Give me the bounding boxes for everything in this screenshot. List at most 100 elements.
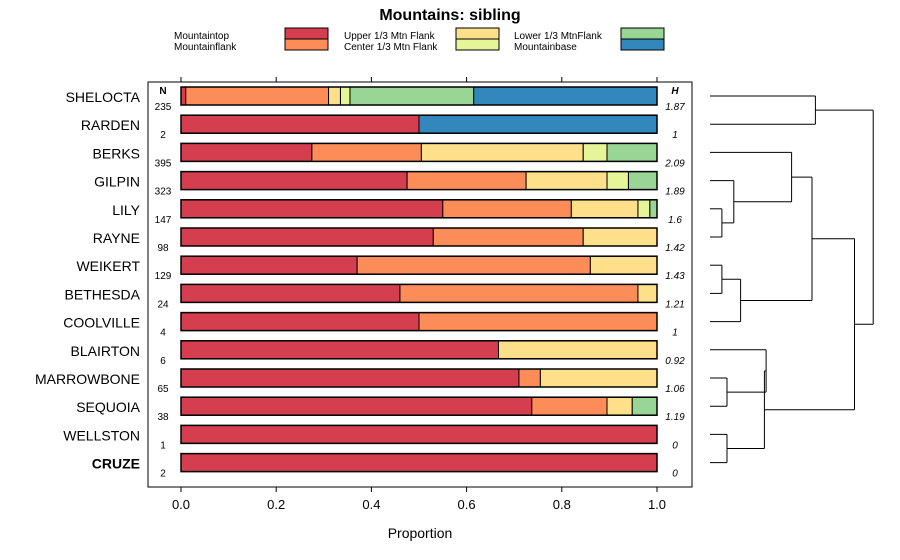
row-label: SEQUOIA [76,399,140,415]
row-h-value: 1.6 [668,215,682,226]
row-n-value: 129 [155,271,172,282]
row-label: GILPIN [94,174,140,190]
row-n-value: 24 [157,299,169,310]
bar-segment [473,86,658,106]
bar-outline [180,283,658,304]
bar-segment [606,171,629,191]
legend-label: Mountainbase [514,42,577,53]
chart-title: Mountains: sibling [379,7,520,24]
row-label: BETHESDA [65,286,141,302]
bar-rows: SHELOCTA 235 1.87 RARDEN 2 1 BERKS 395 2.09 GILPI… [35,86,685,480]
row-h-value: 1.06 [665,384,685,395]
legend-label: Center 1/3 Mtn Flank [344,42,438,53]
x-tick-label: 0.4 [362,497,380,512]
bar-segment [180,255,358,275]
row-n-value: 235 [155,102,172,113]
x-tick-label: 0.2 [267,497,285,512]
x-tick-label: 0.8 [553,497,571,512]
row-h-value: 1.19 [665,412,685,423]
row-n-value: 1 [160,440,166,451]
bar-segment [420,142,584,162]
row-h-value: 0.92 [665,356,685,367]
legend-swatch [284,27,329,40]
row-label: SHELOCTA [66,89,141,105]
bar-outline [180,452,658,473]
row-h-value: 2.09 [664,158,685,169]
bar-segment [311,142,422,162]
bar-segment [406,171,527,191]
bar-segment [432,227,584,247]
row-label: BERKS [93,145,140,161]
row-h-value: 0 [672,469,678,480]
bar-outline [180,114,658,134]
legend-label: Lower 1/3 MtnFlank [514,31,603,42]
dendrogram [710,95,874,464]
bar-outline [180,227,658,247]
row-label: RAYNE [93,230,140,246]
row-h-value: 0 [672,440,678,451]
row-label: WELLSTON [63,427,140,443]
row-label: WEIKERT [76,258,140,274]
legend-swatch [455,27,500,40]
bar-outline [180,368,658,388]
legend-swatch [284,38,329,51]
row-n-value: 323 [155,187,172,198]
bar-segment [180,312,420,332]
bar-segment [531,396,608,416]
bar-segment [185,86,330,106]
x-axis-label: Proportion [388,525,453,541]
bar-segment [180,453,658,473]
bar-segment [606,396,633,416]
x-tick-label: 1.0 [648,497,666,512]
row-h-value: 1.87 [665,102,685,113]
bar-segment [627,171,658,191]
bar-segment [589,255,658,275]
bar-segment [497,340,658,360]
row-n-value: 6 [160,356,166,367]
plot-frame [147,81,693,488]
legend-label: Mountaintop [174,31,229,42]
bar-segment [180,368,520,388]
bar-segment [180,340,499,360]
bar-outline [180,396,658,416]
row-label: LILY [112,202,140,218]
bar-segment [649,199,658,219]
bar-segment [180,171,408,191]
bar-outline [180,311,658,332]
row-h-value: 1.89 [665,187,685,198]
bar-segment [637,283,658,303]
row-n-value: 65 [157,384,169,395]
row-label: MARROWBONE [35,371,140,387]
row-label: COOLVILLE [63,315,140,331]
bar-outline [180,142,658,163]
row-n-value: 2 [160,130,166,141]
legend-swatch [620,27,665,40]
bar-outline [180,255,658,275]
row-n-value: 2 [160,469,166,480]
bar-segment [180,114,420,134]
bar-segment [631,396,658,416]
row-h-value: 1.43 [665,271,685,282]
bar-outline [180,340,658,360]
bar-segment [418,312,658,332]
bar-segment [418,114,658,134]
bar-segment [582,227,658,247]
row-n-value: 38 [157,412,169,423]
row-h-value: 1.21 [665,299,684,310]
row-label: RARDEN [81,117,140,133]
bar-segment [180,396,533,416]
n-column-header: N [159,86,166,97]
legend-swatch [455,38,500,51]
bar-segment [180,227,434,247]
bar-outline [180,424,658,445]
row-label: BLAIRTON [70,343,140,359]
legend-label: Upper 1/3 Mtn Flank [344,31,436,42]
bar-segment [356,255,591,275]
x-tick-label: 0.0 [172,497,190,512]
bar-segment [442,199,572,219]
legend-swatch [620,38,665,51]
bar-segment [349,86,475,106]
row-n-value: 4 [160,328,166,339]
bar-segment [518,368,541,388]
